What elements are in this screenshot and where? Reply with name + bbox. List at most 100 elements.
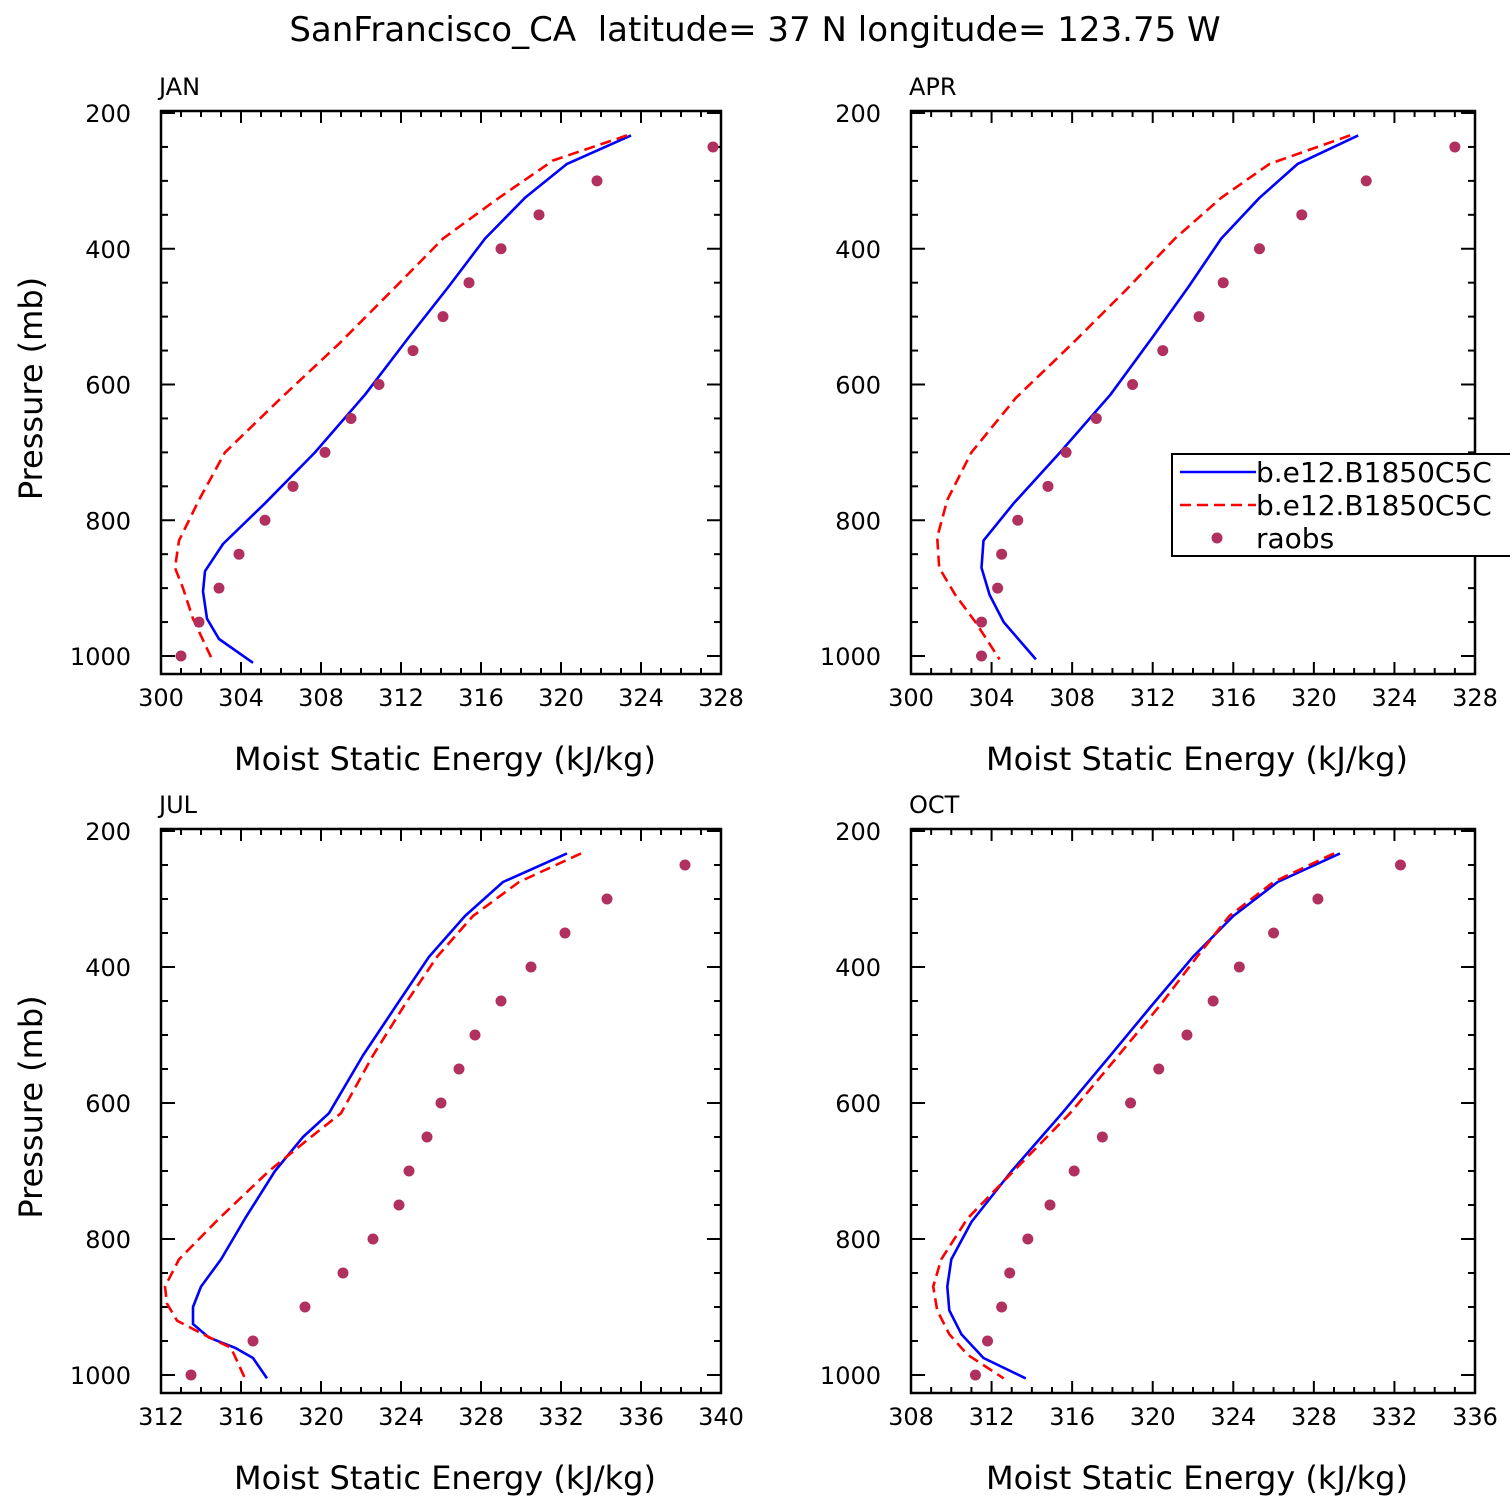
legend-entry-label: raobs <box>1256 522 1334 555</box>
jul-y-tick-label: 800 <box>85 1226 131 1254</box>
oct-solid-series-line <box>945 852 1341 1380</box>
oct-y-tick-label: 200 <box>835 818 881 846</box>
jan-raobs-point <box>213 582 225 594</box>
jan-raobs-point <box>233 548 245 560</box>
apr-x-tick-label: 300 <box>888 684 934 712</box>
apr-raobs-point <box>976 616 987 628</box>
oct-y-tick-label: 1000 <box>820 1362 881 1390</box>
jan-raobs-point <box>287 480 299 492</box>
jan-x-axis-label: Moist Static Energy (kJ/kg) <box>234 740 656 778</box>
oct-x-tick-label: 316 <box>1049 1403 1095 1431</box>
jan-raobs-point <box>707 141 719 153</box>
oct-raobs-point <box>1096 1131 1108 1143</box>
panel-jul: JUL 312 316 320 324 328 332 336 340 200 400 600 800 1… <box>12 791 744 1497</box>
oct-plot-frame <box>909 827 1477 1395</box>
apr-raobs-point <box>1060 446 1072 458</box>
jul-raobs-point <box>525 961 537 973</box>
oct-x-tick-label: 328 <box>1291 1403 1337 1431</box>
apr-x-tick-label: 324 <box>1372 684 1418 712</box>
panel-oct: OCT 308 312 316 320 324 328 332 336 200 400 600 800 1… <box>820 791 1498 1497</box>
apr-raobs-point <box>996 548 1008 560</box>
apr-x-tick-label: 328 <box>1452 684 1498 712</box>
jul-raobs-point <box>393 1199 405 1211</box>
oct-x-tick-label: 312 <box>969 1403 1015 1431</box>
oct-x-axis-label: Moist Static Energy (kJ/kg) <box>986 1459 1408 1497</box>
apr-x-tick-label: 316 <box>1210 684 1256 712</box>
oct-raobs-point <box>982 1335 994 1347</box>
jan-x-tick-label: 300 <box>138 684 184 712</box>
jan-y-tick-label: 200 <box>85 100 131 128</box>
jul-y-axis-label: Pressure (mb) <box>12 995 50 1218</box>
jul-x-tick-label: 324 <box>378 1403 424 1431</box>
legend-entry-label: b.e12.B1850C5C <box>1256 489 1492 522</box>
oct-x-tick-label: 336 <box>1452 1403 1498 1431</box>
oct-raobs-point <box>1044 1199 1056 1211</box>
jan-y-tick-label: 400 <box>85 236 131 264</box>
apr-raobs-point <box>1193 311 1205 323</box>
apr-raobs-point <box>1012 514 1024 526</box>
oct-x-tick-label: 308 <box>888 1403 934 1431</box>
apr-x-tick-label: 320 <box>1291 684 1337 712</box>
jan-raobs-point <box>345 412 357 424</box>
oct-raobs-point <box>1207 995 1219 1007</box>
jul-raobs-point <box>337 1267 349 1279</box>
jan-raobs-point <box>463 277 475 289</box>
jan-x-tick-label: 308 <box>298 684 344 712</box>
panel-apr: APR 300 304 308 312 316 320 324 328 200 400 600 800 1… <box>820 73 1498 778</box>
jan-x-tick-label: 320 <box>538 684 584 712</box>
panel-jan: JAN 300 304 308 312 316 320 324 328 200 400 600 800 1… <box>12 73 744 778</box>
oct-x-tick-label: 324 <box>1210 1403 1256 1431</box>
jul-y-tick-label: 1000 <box>70 1362 131 1390</box>
oct-raobs-point <box>1312 893 1324 905</box>
jan-panel-label: JAN <box>157 73 200 101</box>
jul-raobs-point <box>247 1335 259 1347</box>
oct-panel-label: OCT <box>909 791 960 819</box>
jul-y-tick-label: 600 <box>85 1090 131 1118</box>
jan-raobs-point <box>259 514 271 526</box>
apr-raobs-point <box>1449 141 1461 153</box>
oct-dashed-series-line <box>931 852 1335 1380</box>
oct-x-tick-label: 320 <box>1130 1403 1176 1431</box>
legend-entry-label: b.e12.B1850C5C <box>1256 456 1492 489</box>
apr-raobs-point <box>1296 209 1308 221</box>
jul-raobs-point <box>299 1301 311 1313</box>
jan-plot-frame <box>159 109 723 676</box>
legend-raobs-marker <box>1211 532 1223 544</box>
apr-raobs-point <box>976 650 987 662</box>
apr-dashed-series-line <box>935 134 1351 661</box>
apr-raobs-point <box>1042 480 1054 492</box>
jul-raobs-point <box>453 1063 465 1075</box>
jul-x-tick-label: 332 <box>538 1403 584 1431</box>
oct-raobs-point <box>1022 1233 1034 1245</box>
jan-y-axis-label: Pressure (mb) <box>12 277 50 500</box>
jul-raobs-point <box>367 1233 379 1245</box>
jan-dashed-series-line <box>173 134 628 662</box>
oct-x-tick-label: 332 <box>1372 1403 1418 1431</box>
oct-raobs-point <box>1268 927 1280 939</box>
jan-raobs-point <box>437 311 449 323</box>
jul-x-axis-label: Moist Static Energy (kJ/kg) <box>234 1459 656 1497</box>
jan-raobs-point <box>373 379 385 390</box>
apr-raobs-point <box>1090 412 1102 424</box>
jan-raobs-point <box>193 616 205 628</box>
jan-x-tick-label: 312 <box>378 684 424 712</box>
jan-x-tick-label: 328 <box>698 684 744 712</box>
jan-x-tick-label: 316 <box>458 684 504 712</box>
jul-solid-series-line <box>191 852 568 1380</box>
jul-y-tick-label: 200 <box>85 818 131 846</box>
apr-panel-label: APR <box>909 73 957 101</box>
jul-raobs-point <box>679 859 691 871</box>
jul-raobs-point <box>469 1029 481 1041</box>
apr-y-tick-label: 600 <box>835 372 881 400</box>
oct-raobs-point <box>1125 1097 1137 1109</box>
jan-raobs-point <box>533 209 545 221</box>
jul-plot-frame <box>159 827 723 1395</box>
jan-x-tick-label: 324 <box>618 684 664 712</box>
apr-x-tick-label: 312 <box>1130 684 1176 712</box>
apr-raobs-point <box>992 582 1004 594</box>
apr-y-tick-label: 800 <box>835 507 881 535</box>
apr-raobs-point <box>1217 277 1229 289</box>
apr-y-tick-label: 400 <box>835 236 881 264</box>
